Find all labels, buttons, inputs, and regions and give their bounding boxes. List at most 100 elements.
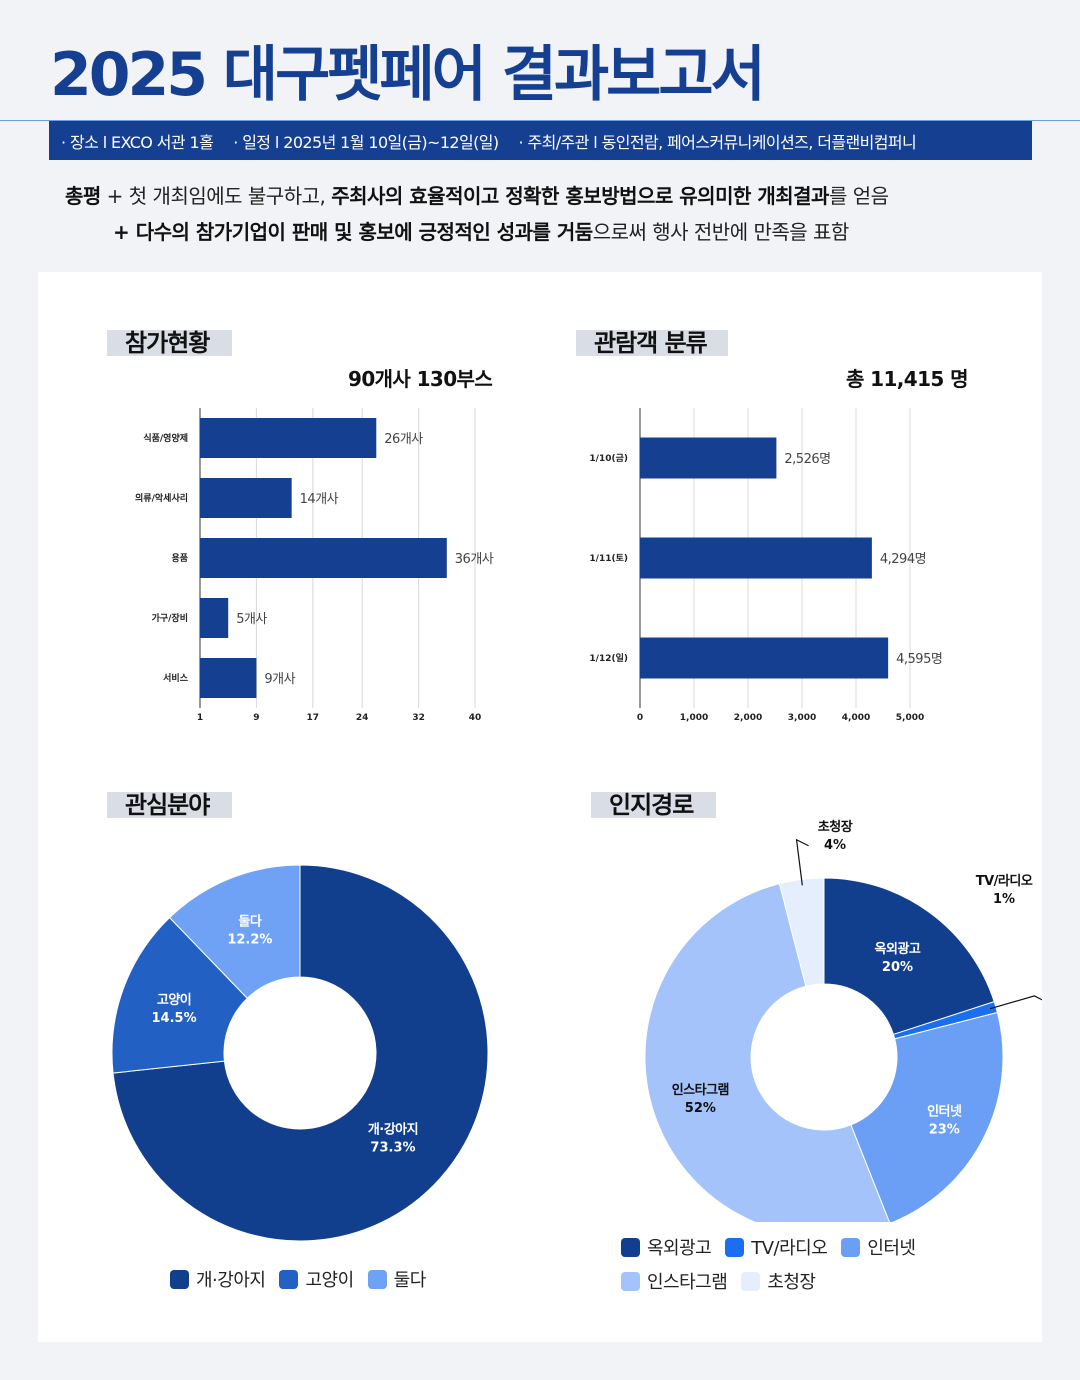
- visitors-title: 관람객 분류: [576, 330, 728, 356]
- interest-donut-chart: 개·강아지 73.3% 고양이 14.5% 둘다 12.2%: [111, 864, 489, 1242]
- slice-label: 인스타그램: [672, 1082, 729, 1098]
- donut-slice: [850, 1011, 1004, 1222]
- summary-block: 총평 + 첫 개최임에도 불구하고, 주최사의 효율적이고 정확한 홍보방법으로…: [65, 178, 889, 250]
- slice-value-label: 23%: [929, 1122, 960, 1137]
- summary-line-1: 총평 + 첫 개최임에도 불구하고, 주최사의 효율적이고 정확한 홍보방법으로…: [65, 178, 889, 214]
- legend-item: 초청장: [741, 1268, 816, 1294]
- interest-title: 관심분야: [107, 792, 232, 818]
- schedule-info: · 일정 l 2025년 1월 10일(금)~12일(일): [233, 132, 499, 152]
- legend-item: 인스타그램: [621, 1268, 728, 1294]
- title-divider: [0, 120, 1080, 121]
- channel-donut-chart: 옥외광고 20% TV/라디오 1% 인터넷 23% 인스타그램 52% 초청장 4%: [644, 819, 1042, 1222]
- slice-value-label: 20%: [882, 960, 913, 975]
- bar: [200, 478, 292, 518]
- slice-label: 인터넷: [927, 1103, 962, 1119]
- data-label: 26개사: [384, 432, 423, 447]
- summary-text: + 첫 개최임에도 불구하고,: [100, 184, 332, 208]
- legend-swatch: [841, 1237, 861, 1257]
- category-label: 1/11(토): [589, 553, 628, 564]
- slice-value-label: 14.5%: [152, 1011, 197, 1026]
- leader-line: [989, 995, 1042, 1010]
- summary-text: 으로써 행사 전반에 만족을 표함: [592, 220, 850, 244]
- slice-label: 둘다: [238, 914, 261, 930]
- summary-text: 를 얻음: [828, 184, 889, 208]
- summary-highlight: 다수의 참가기업이 판매 및 홍보에 긍정적인 성과를 거둠: [135, 220, 593, 244]
- slice-label: 개·강아지: [368, 1122, 418, 1138]
- donut-slice: [168, 864, 301, 999]
- bar: [640, 537, 872, 579]
- bar: [200, 598, 229, 638]
- summary-label: 총평: [65, 184, 101, 208]
- slice-value-label: 1%: [993, 892, 1015, 907]
- legend-label: 인스타그램: [647, 1272, 728, 1293]
- legend-label: 고양이: [305, 1270, 354, 1291]
- page-title: 2025 대구펫페어 결과보고서: [50, 40, 766, 110]
- bar: [640, 437, 777, 479]
- participation-total: 90개사 130부스: [348, 367, 493, 391]
- event-info-bar: · 장소 l EXCO 서관 1홀 · 일정 l 2025년 1월 10일(금)…: [49, 121, 1032, 160]
- data-label: 4,595명: [896, 652, 942, 667]
- slice-label: TV/라디오: [976, 873, 1033, 889]
- legend-item: 개·강아지: [170, 1266, 266, 1292]
- venue-info: · 장소 l EXCO 서관 1홀: [61, 132, 214, 152]
- legend-label: 인터넷: [867, 1238, 916, 1259]
- legend-swatch: [725, 1237, 745, 1257]
- category-label: 식품/영양제: [143, 432, 188, 444]
- category-label: 1/12(일): [589, 652, 628, 664]
- legend-label: 옥외광고: [647, 1238, 712, 1259]
- x-tick-label: 40: [469, 713, 482, 723]
- data-label: 4,294명: [880, 552, 926, 567]
- x-tick-label: 24: [356, 713, 369, 723]
- summary-highlight: 주최사의 효율적이고 정확한 홍보방법으로 유의미한 개최결과: [331, 184, 829, 208]
- data-label: 36개사: [455, 552, 494, 567]
- category-label: 1/10(금): [589, 453, 628, 464]
- x-tick-label: 17: [307, 713, 320, 723]
- data-label: 14개사: [300, 492, 339, 507]
- legend-label: 초청장: [767, 1272, 816, 1293]
- x-tick-label: 1: [197, 713, 203, 723]
- legend-item: 고양이: [279, 1266, 354, 1292]
- legend-item: 둘다: [367, 1266, 427, 1292]
- bar: [200, 418, 377, 458]
- donut-slice: [112, 864, 489, 1242]
- legend-item: 옥외광고: [621, 1234, 712, 1260]
- legend-swatch: [367, 1269, 387, 1289]
- slice-value-label: 73.3%: [370, 1141, 415, 1156]
- legend-swatch: [621, 1271, 640, 1291]
- category-label: 의류/악세사리: [135, 492, 188, 504]
- participation-title: 참가현황: [107, 330, 232, 356]
- slice-value-label: 52%: [685, 1101, 716, 1116]
- donut-slice: [644, 883, 890, 1222]
- category-label: 용품: [171, 553, 188, 564]
- channel-title: 인지경로: [591, 792, 716, 818]
- legend-swatch: [170, 1269, 189, 1289]
- bar: [640, 637, 889, 679]
- legend-label: 둘다: [393, 1270, 427, 1291]
- donut-slice: [111, 916, 248, 1074]
- slice-value-label: 12.2%: [227, 933, 272, 948]
- slice-label: 초청장: [818, 819, 853, 835]
- slice-value-label: 4%: [824, 838, 846, 853]
- legend-label: TV/라디오: [751, 1238, 828, 1259]
- legend-label: 개·강아지: [196, 1270, 266, 1291]
- leader-line: [795, 838, 809, 886]
- x-tick-label: 1,000: [680, 713, 708, 723]
- data-label: 9개사: [264, 672, 295, 687]
- organizer-info: · 주최/주관 l 동인전람, 페어스커뮤니케이션즈, 더플랜비컴퍼니: [518, 132, 917, 152]
- x-tick-label: 4,000: [842, 713, 870, 723]
- legend-swatch: [741, 1271, 761, 1291]
- legend-swatch: [621, 1237, 640, 1257]
- x-tick-label: 2,000: [734, 713, 762, 723]
- summary-line-2: + 다수의 참가기업이 판매 및 홍보에 긍정적인 성과를 거둠으로써 행사 전…: [65, 214, 889, 250]
- x-tick-label: 9: [253, 713, 259, 723]
- data-label: 5개사: [236, 612, 267, 627]
- donut-slice: [778, 877, 825, 987]
- visitors-bar-chart: 0 1,000 2,000 3,000 4,000 5,000 1/10(금) 2,526명 1…: [589, 408, 943, 723]
- x-tick-label: 3,000: [788, 713, 816, 723]
- legend-item: TV/라디오: [725, 1234, 828, 1260]
- interest-legend: 개·강아지 고양이 둘다: [170, 1266, 530, 1300]
- data-label: 2,526명: [784, 452, 830, 467]
- category-label: 가구/장비: [152, 612, 188, 624]
